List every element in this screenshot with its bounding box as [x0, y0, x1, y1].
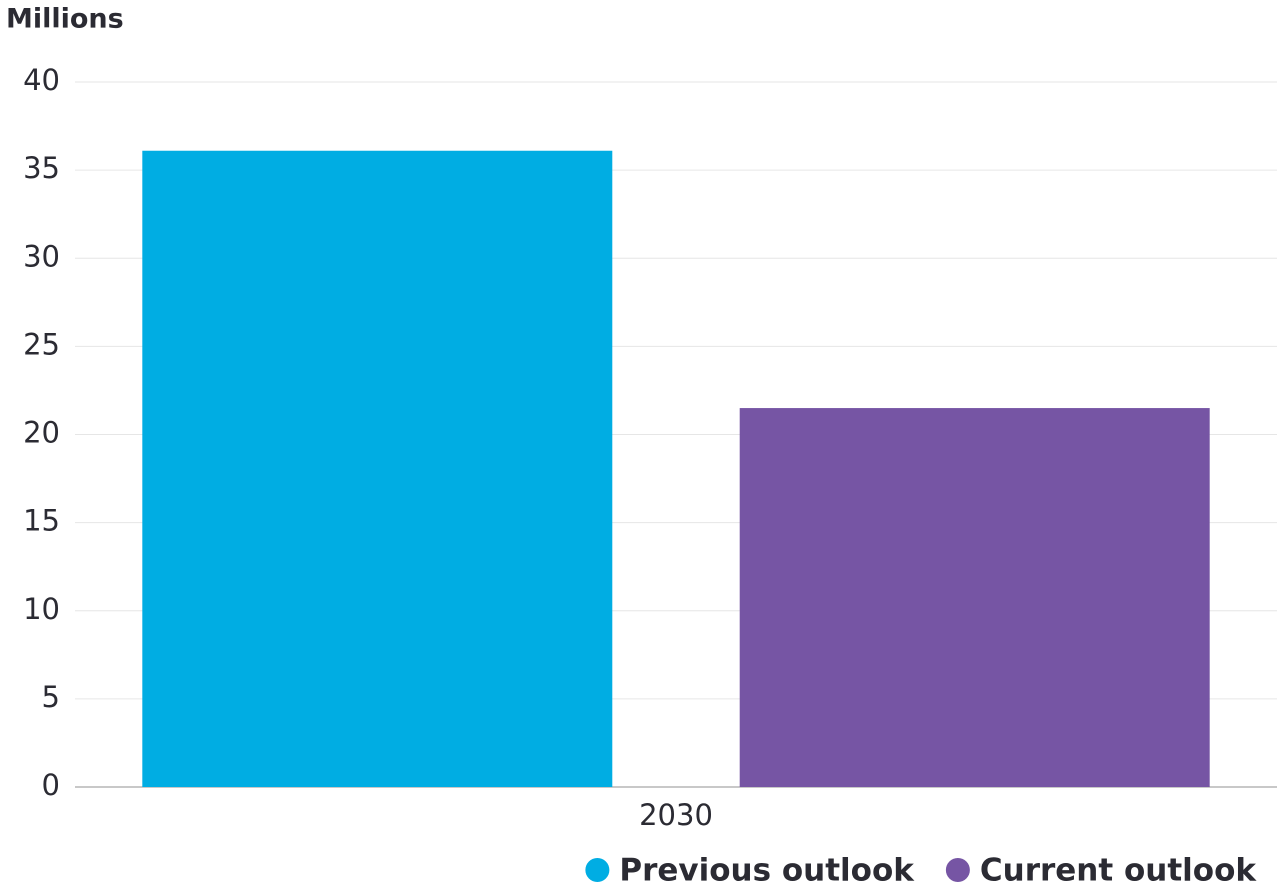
bar — [142, 150, 613, 788]
y-tick-label: 15 — [23, 504, 60, 538]
y-axis-label: Millions — [6, 4, 124, 35]
legend-label: Previous outlook — [619, 853, 915, 889]
y-tick-label: 20 — [23, 416, 60, 450]
bar — [739, 408, 1210, 787]
y-tick-label: 10 — [23, 592, 60, 626]
y-tick-label: 35 — [23, 151, 60, 185]
y-tick-label: 0 — [42, 768, 60, 802]
legend-swatch — [945, 858, 970, 882]
y-tick-label: 30 — [23, 239, 60, 273]
legend-label: Current outlook — [980, 853, 1258, 889]
y-tick-label: 25 — [23, 327, 60, 361]
legend-swatch — [585, 858, 610, 882]
x-tick-label: 2030 — [639, 798, 713, 832]
y-tick-label: 40 — [23, 63, 60, 97]
y-tick-label: 5 — [42, 680, 60, 714]
